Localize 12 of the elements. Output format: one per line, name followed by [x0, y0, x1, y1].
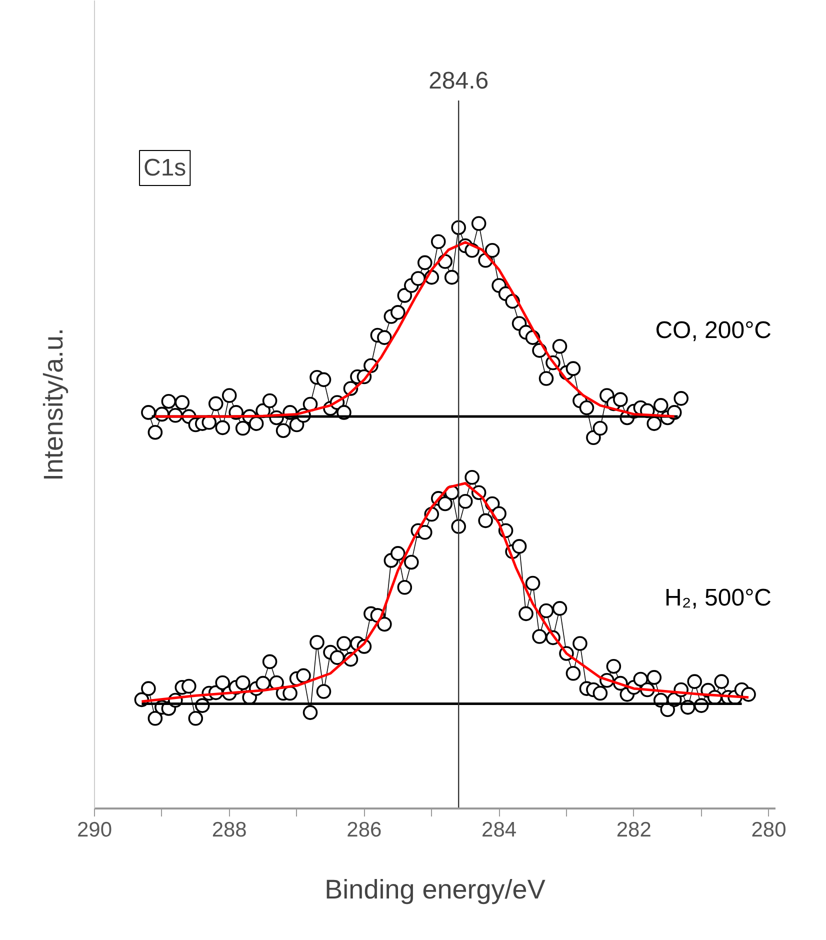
x-tick-label: 284: [482, 818, 517, 842]
x-axis-title: Binding energy/eV: [324, 874, 546, 904]
x-tick-label: 286: [346, 818, 382, 842]
x-tick-label: 280: [751, 818, 786, 842]
text: CO, 200°C: [655, 317, 772, 344]
x-tick-label: 282: [616, 818, 652, 842]
text: H₂, 500°C: [664, 584, 772, 612]
text: C1s: [144, 154, 186, 182]
ref-line-label: 284.6: [428, 68, 489, 94]
y-axis-title: Intensity/a.u.: [38, 328, 68, 482]
x-tick-label: 288: [212, 818, 247, 842]
x-tick-label: 290: [76, 818, 112, 842]
